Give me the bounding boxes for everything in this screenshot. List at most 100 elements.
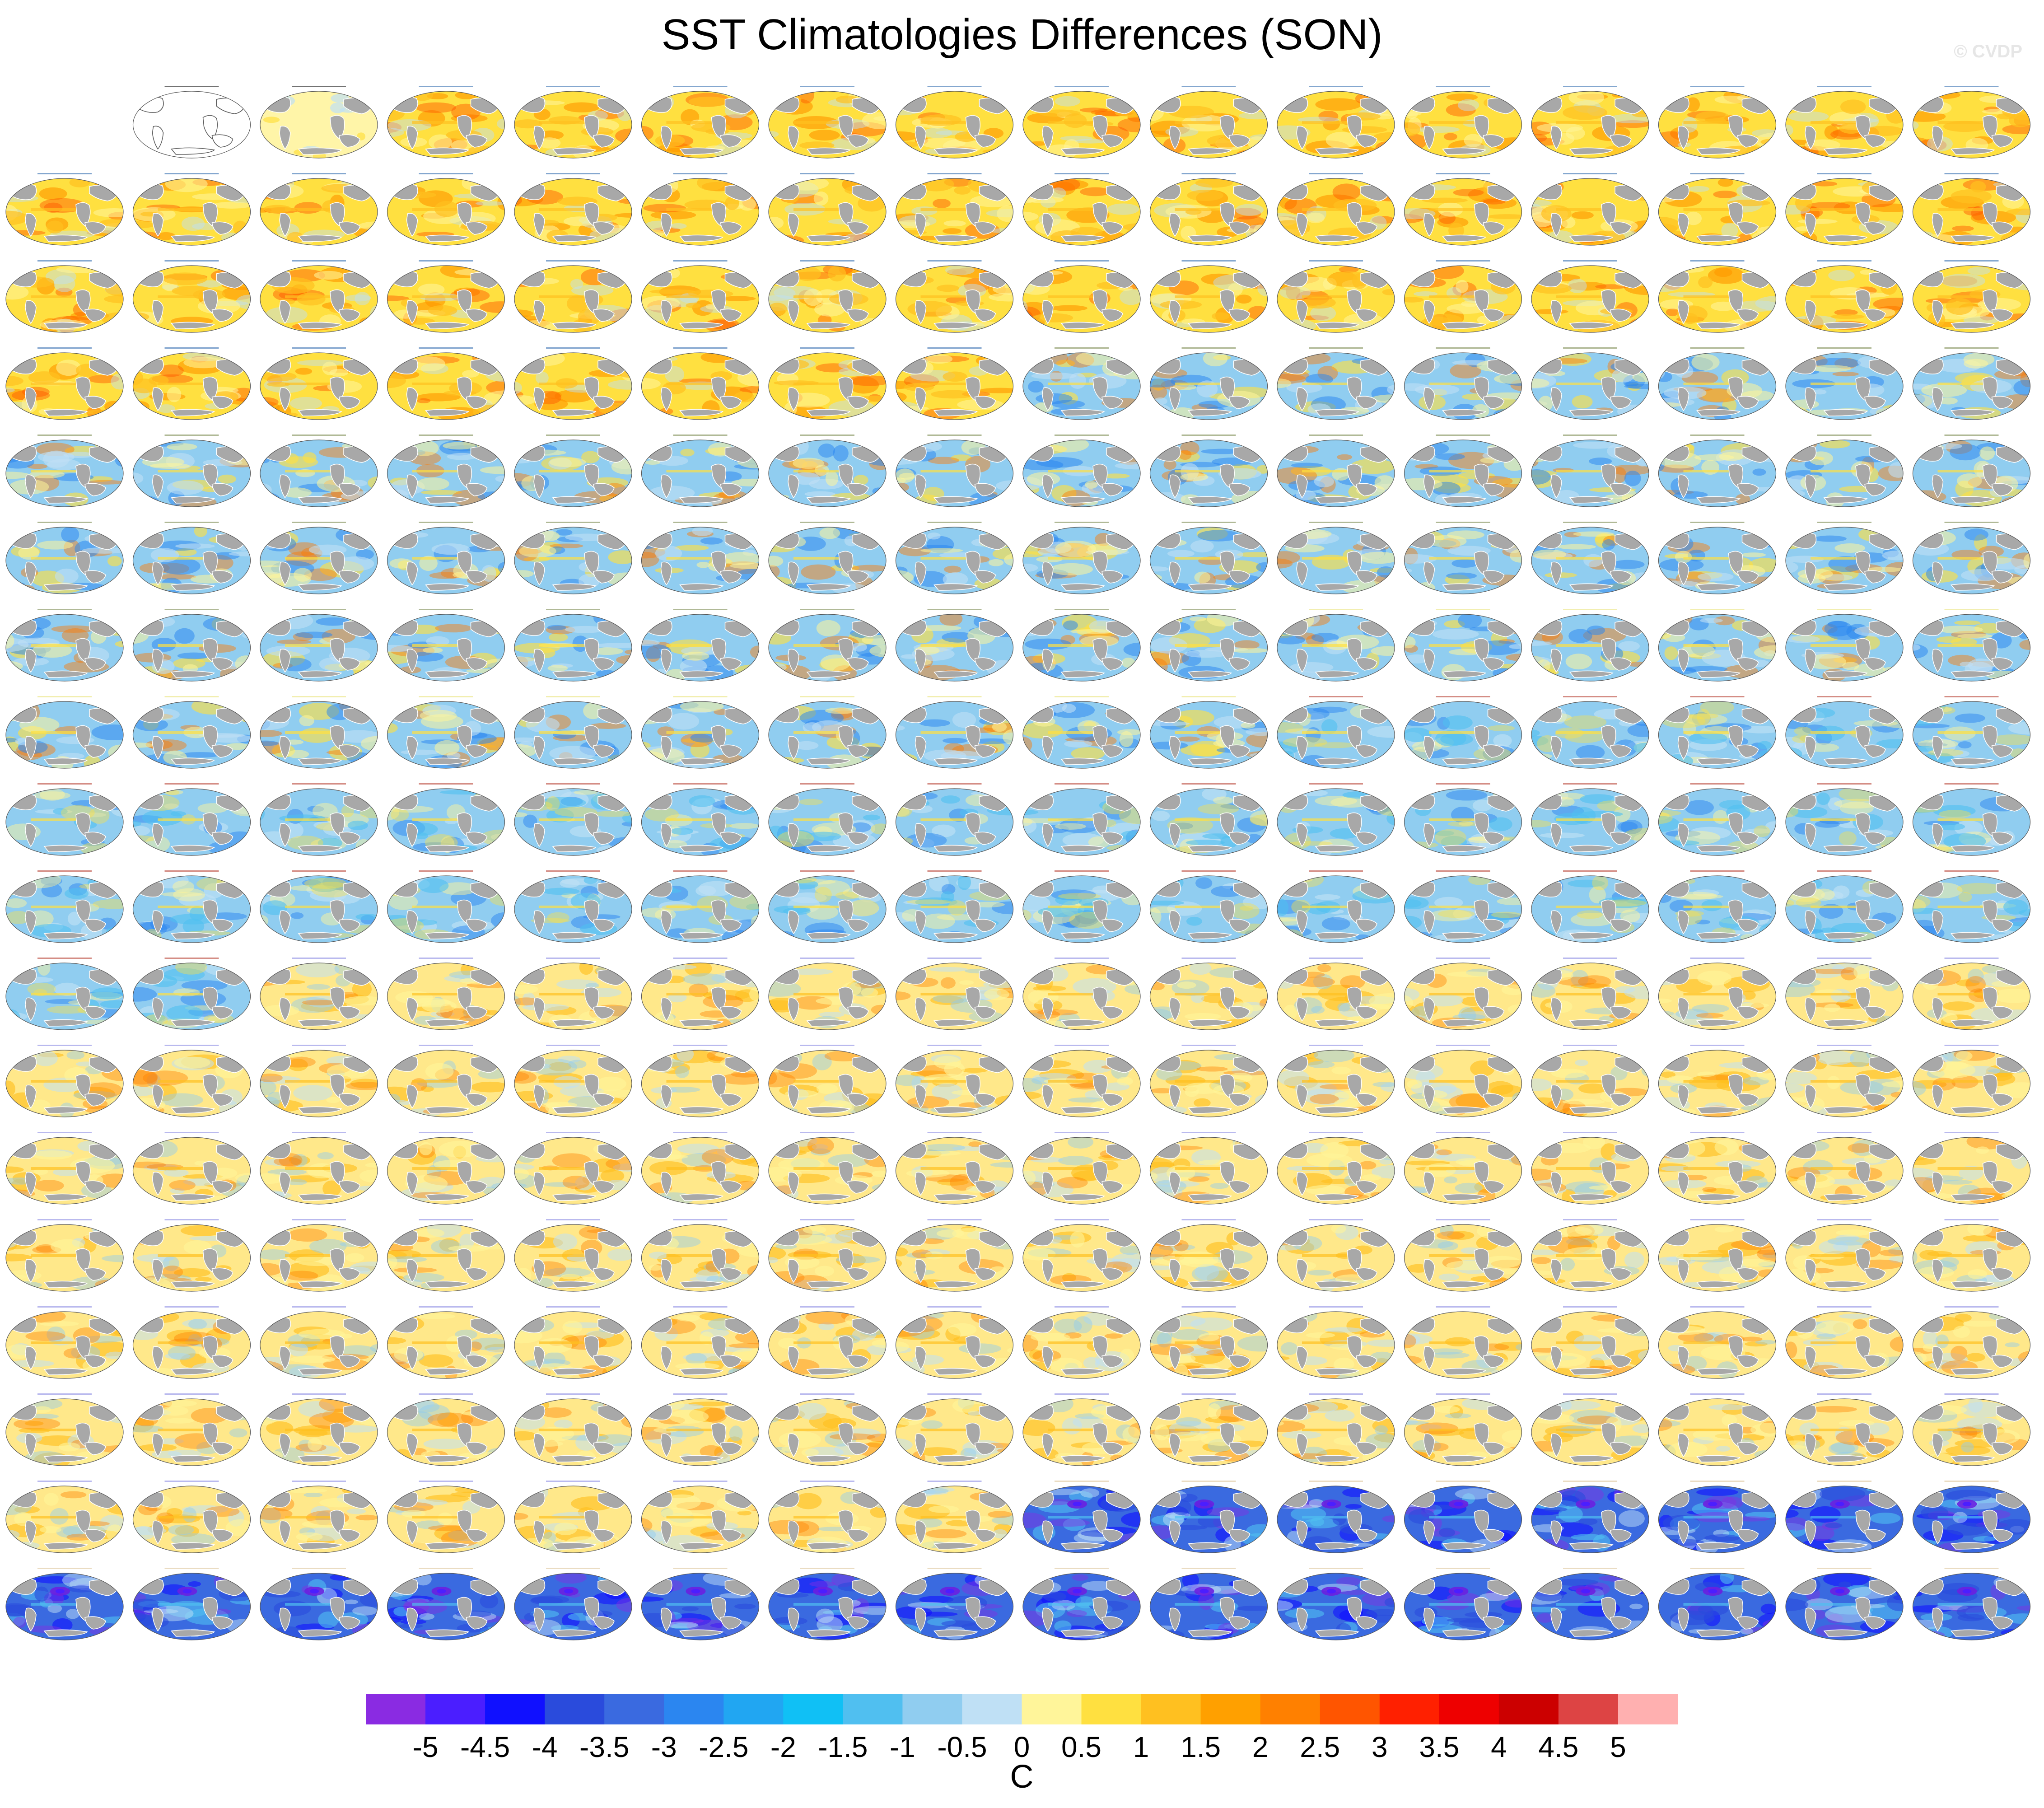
panel-caption	[1944, 1219, 1999, 1220]
map-panel	[1531, 1219, 1649, 1292]
panel-caption	[927, 1306, 982, 1308]
map-panel	[1912, 1481, 2031, 1553]
panel-caption	[546, 1306, 600, 1308]
panel-caption	[927, 260, 982, 262]
panel-caption	[292, 260, 346, 262]
map-panel	[132, 696, 251, 769]
map-panel	[132, 1306, 251, 1379]
map-panel	[1277, 1481, 1395, 1553]
map-panel	[1912, 173, 2031, 246]
map-panel	[895, 522, 1014, 594]
map-panel	[1531, 1568, 1649, 1640]
map-panel	[387, 609, 505, 682]
map-panel	[768, 1481, 887, 1553]
map-panel	[1022, 696, 1141, 769]
panel-caption	[1817, 870, 1871, 872]
panel-caption	[164, 522, 219, 523]
panel-caption	[292, 434, 346, 436]
map-panel	[1912, 783, 2031, 856]
panel-grid	[5, 86, 2031, 1640]
panel-caption	[1563, 1481, 1617, 1482]
panel-caption	[1181, 434, 1236, 436]
panel-caption	[37, 696, 92, 697]
map-panel	[895, 434, 1014, 507]
panel-caption	[1690, 870, 1745, 872]
panel-caption	[1436, 870, 1490, 872]
panel-caption	[1563, 260, 1617, 262]
panel-caption	[1436, 86, 1490, 87]
map-panel	[5, 173, 124, 246]
map-panel	[1658, 1045, 1777, 1117]
panel-caption	[164, 1481, 219, 1482]
panel-caption	[546, 173, 600, 174]
map-panel	[132, 783, 251, 856]
map-panel	[1531, 1045, 1649, 1117]
panel-caption	[1817, 1132, 1871, 1133]
map-panel	[1658, 958, 1777, 1030]
panel-caption	[1563, 783, 1617, 785]
panel-caption	[419, 1132, 473, 1133]
panel-caption	[1944, 696, 1999, 697]
panel-caption	[1181, 783, 1236, 785]
map-panel	[132, 347, 251, 420]
map-panel	[1277, 609, 1395, 682]
panel-caption	[927, 347, 982, 349]
map-panel	[1277, 1306, 1395, 1379]
map-panel	[1658, 260, 1777, 333]
panel-caption	[1055, 86, 1109, 87]
map-panel	[5, 434, 124, 507]
map-panel	[514, 173, 632, 246]
map-panel	[5, 1481, 124, 1553]
map-panel	[1404, 1481, 1522, 1553]
map-panel	[387, 173, 505, 246]
map-panel	[1912, 696, 2031, 769]
map-panel	[260, 609, 378, 682]
colorbar-swatch	[485, 1694, 545, 1724]
map-panel	[5, 1132, 124, 1205]
panel-caption	[546, 1132, 600, 1133]
map-panel	[895, 1393, 1014, 1466]
panel-caption	[164, 609, 219, 610]
panel-caption	[1436, 783, 1490, 785]
panel-caption	[673, 1132, 728, 1133]
colorbar-swatch	[664, 1694, 724, 1724]
colorbar-tick-label: -2	[770, 1731, 796, 1763]
panel-caption	[292, 1393, 346, 1395]
panel-caption	[1563, 1306, 1617, 1308]
map-panel	[1785, 1393, 1904, 1466]
panel-caption	[1055, 173, 1109, 174]
panel-caption	[1309, 870, 1363, 872]
map-panel	[260, 86, 378, 159]
map-panel	[132, 173, 251, 246]
map-panel	[387, 958, 505, 1030]
map-panel	[1912, 522, 2031, 594]
panel-caption	[1181, 347, 1236, 349]
panel-caption	[37, 522, 92, 523]
panel-caption	[1181, 260, 1236, 262]
panel-caption	[927, 86, 982, 87]
panel-caption	[1309, 1219, 1363, 1220]
panel-caption	[419, 609, 473, 610]
panel-caption	[1436, 696, 1490, 697]
colorbar-tick-label: 4.5	[1538, 1731, 1578, 1763]
cvdp-watermark: © CVDP	[1954, 42, 2022, 61]
panel-caption	[164, 434, 219, 436]
map-panel	[1277, 1045, 1395, 1117]
map-panel	[1912, 434, 2031, 507]
colorbar-swatch	[783, 1694, 843, 1724]
map-panel	[132, 958, 251, 1030]
panel-caption	[1563, 1132, 1617, 1133]
panel-caption	[673, 434, 728, 436]
panel-caption	[164, 1132, 219, 1133]
map-panel	[514, 1219, 632, 1292]
map-panel	[1277, 347, 1395, 420]
colorbar-swatch	[1379, 1694, 1440, 1724]
map-panel	[5, 1045, 124, 1117]
map-panel	[641, 173, 760, 246]
map-panel	[1404, 1045, 1522, 1117]
map-panel	[5, 1393, 124, 1466]
map-panel	[5, 1219, 124, 1292]
panel-caption	[1690, 1132, 1745, 1133]
map-panel	[1785, 1481, 1904, 1553]
map-panel	[260, 783, 378, 856]
